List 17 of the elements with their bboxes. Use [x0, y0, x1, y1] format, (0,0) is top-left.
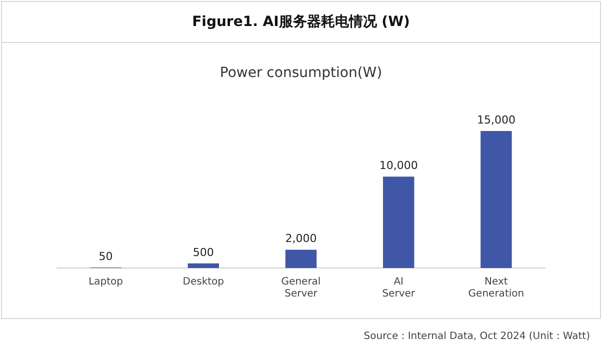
x-tick-label: Laptop — [88, 276, 124, 288]
chart-subtitle: Power consumption(W) — [220, 65, 382, 82]
x-tick-label: Next Generation — [468, 276, 524, 300]
bar — [480, 130, 512, 268]
bar — [382, 176, 414, 268]
data-label: 10,000 — [379, 158, 418, 172]
source-note: Source : Internal Data, Oct 2024 (Unit : Watt) — [364, 331, 590, 342]
data-label: 500 — [192, 246, 214, 259]
x-tick-label: Desktop — [182, 276, 224, 288]
bar — [188, 263, 220, 268]
x-tick-label: General Server — [281, 276, 321, 300]
data-label: 15,000 — [476, 113, 516, 126]
chart-title: Figure1. AI服务器耗电情况 (W) — [2, 2, 600, 43]
bar — [285, 250, 317, 268]
x-tick-label: AI Server — [382, 276, 416, 300]
data-label: 50 — [98, 250, 113, 263]
data-label: 2,000 — [285, 232, 317, 246]
